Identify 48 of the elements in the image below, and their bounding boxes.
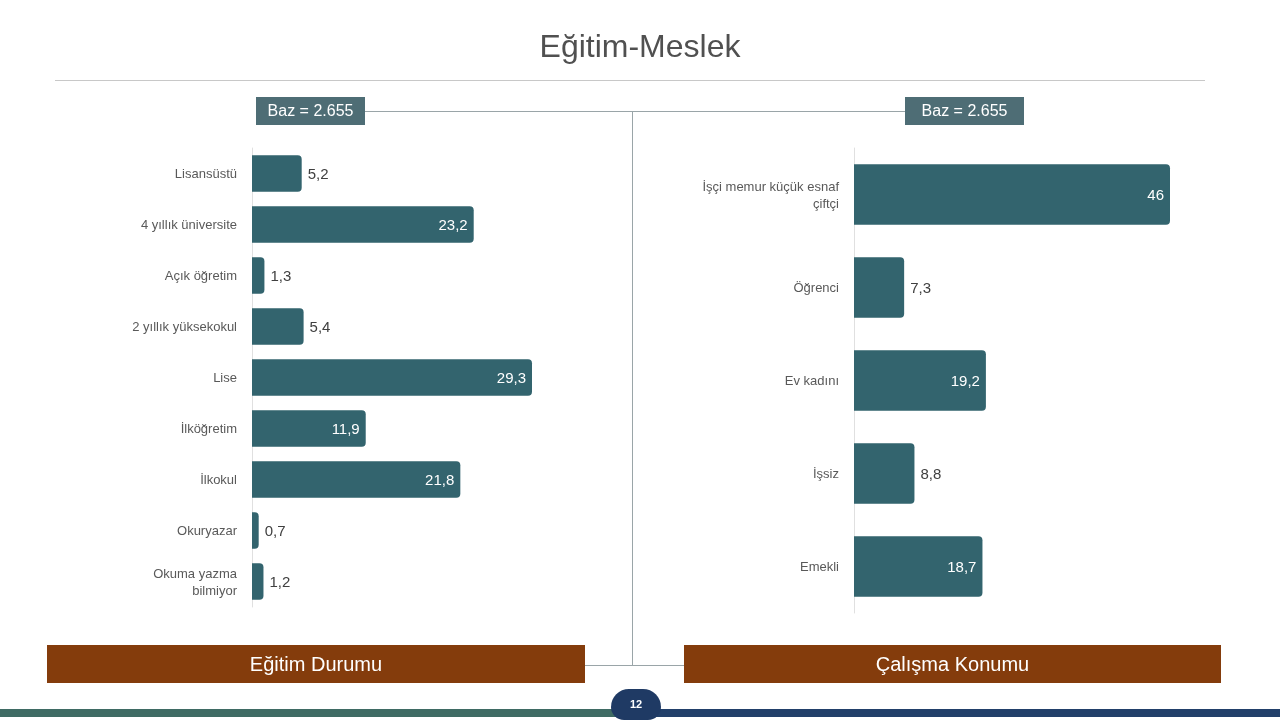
data-label: 19,2 <box>950 372 980 389</box>
data-label: 8,8 <box>920 465 942 482</box>
y-tick-label: Lisansüstü <box>174 166 237 181</box>
text: 12 <box>611 689 661 720</box>
y-tick-label: Lise <box>213 370 237 385</box>
y-tick-label: İlkokul <box>200 472 238 487</box>
bar <box>252 359 532 396</box>
data-label: 1,2 <box>269 573 291 590</box>
data-label: 5,4 <box>309 318 331 335</box>
bar <box>252 257 265 294</box>
text: Çalışma Konumu <box>684 645 1221 683</box>
data-label: 11,9 <box>331 420 360 437</box>
bar <box>854 536 983 597</box>
bar <box>252 461 461 498</box>
data-label: 18,7 <box>947 558 977 575</box>
data-label: 46 <box>1147 186 1164 203</box>
y-tick-label: Emekli <box>799 559 840 574</box>
bar <box>854 443 915 504</box>
data-label: 5,2 <box>307 165 329 182</box>
y-tick-label: İşsiz <box>813 466 839 481</box>
bar <box>252 308 304 345</box>
chart-subtitle: Baz = 2.655 <box>256 97 365 125</box>
bar <box>252 155 302 192</box>
y-tick-label: 2 yıllık yüksekokul <box>132 319 238 334</box>
y-tick-label: Ev kadını <box>784 373 839 388</box>
bar <box>854 257 905 318</box>
data-label: 29,3 <box>496 369 526 386</box>
data-label: 7,3 <box>910 279 932 296</box>
y-tick-label: Okuryazar <box>177 523 238 538</box>
data-label: 21,8 <box>425 471 455 488</box>
bar <box>252 410 366 447</box>
data-label: 23,2 <box>438 216 468 233</box>
y-tick-label: Öğrenci <box>793 280 840 295</box>
data-label: 1,3 <box>270 267 292 284</box>
y-tick-label: Okuma yazma bilmiyor <box>153 565 238 598</box>
chart-subtitle: Baz = 2.655 <box>905 97 1024 125</box>
y-tick-label: 4 yıllık üniversite <box>140 217 237 232</box>
data-label: 0,7 <box>264 522 286 539</box>
bar <box>252 563 264 600</box>
bar <box>252 206 474 243</box>
bar <box>854 164 1170 225</box>
y-tick-label: İşçi memur küçük esnaf çiftçi <box>702 178 840 211</box>
y-tick-label: Açık öğretim <box>164 268 237 283</box>
y-tick-label: İlköğretim <box>180 421 237 436</box>
text: Eğitim-Meslek <box>538 28 742 65</box>
text: Eğitim Durumu <box>47 645 585 683</box>
bar <box>854 350 986 411</box>
bar <box>252 512 259 549</box>
